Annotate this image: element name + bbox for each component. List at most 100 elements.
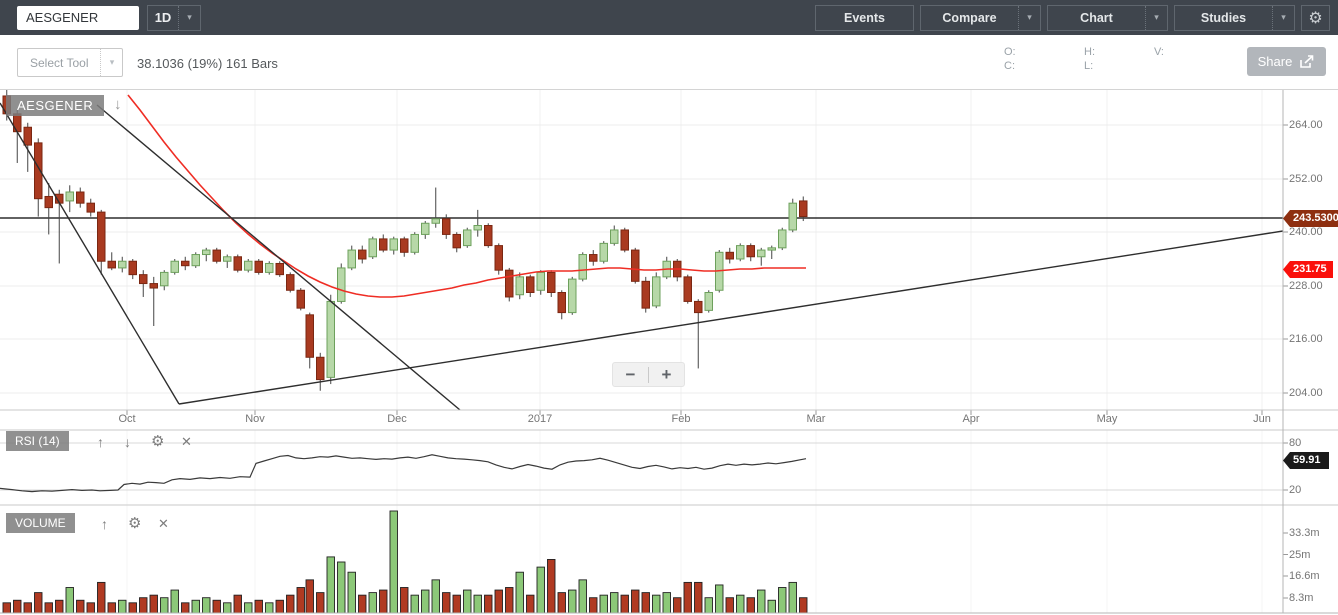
rsi-axis-label: 20 (1289, 484, 1302, 496)
volume-bar-down (683, 581, 692, 614)
move-up-icon[interactable]: ↑ (101, 516, 108, 532)
chart-symbol-badge[interactable]: AESGENER (6, 95, 105, 116)
candle-up (347, 249, 356, 269)
volume-bar-down (34, 592, 43, 614)
volume-bar-down (746, 597, 755, 614)
volume-bar-down (13, 599, 22, 614)
last-price-tag: 243.5300 (1283, 210, 1338, 227)
volume-bar-up (244, 602, 253, 614)
rsi-badge[interactable]: RSI (14) (6, 431, 69, 451)
rsi-settings-gear-icon[interactable]: ⚙ (151, 433, 165, 450)
volume-bar-down (484, 594, 493, 614)
low-label: L: (1084, 60, 1094, 72)
volume-bar-down (181, 602, 190, 614)
volume-bar-down (2, 602, 11, 614)
collapse-arrow-icon[interactable]: ↓ (114, 96, 122, 113)
volume-bar-up (118, 599, 127, 614)
compare-button-group[interactable]: Compare ▾ (920, 4, 1041, 31)
volume-bar-up (599, 594, 608, 614)
gear-icon: ⚙ (1308, 9, 1323, 27)
volume-axis-label: 16.6m (1289, 570, 1320, 582)
volume-axis-label: 8.3m (1289, 592, 1314, 604)
volume-badge[interactable]: VOLUME (6, 513, 75, 533)
candle-down (641, 280, 650, 309)
candle-down (181, 260, 190, 267)
candle-down (139, 274, 148, 285)
chevron-down-icon[interactable]: ▾ (1145, 5, 1167, 30)
volume-bar-up (652, 594, 661, 614)
candle-up (652, 276, 661, 307)
volume-bar-down (149, 594, 158, 614)
candle-up (368, 238, 377, 258)
settings-gear-button[interactable]: ⚙ (1301, 4, 1330, 31)
volume-bar-up (610, 592, 619, 614)
candle-down (34, 142, 43, 200)
timeframe-dropdown[interactable]: 1D ▾ (147, 4, 201, 31)
volume-bar-down (107, 602, 116, 614)
time-axis[interactable] (0, 410, 1283, 430)
candle-up (788, 202, 797, 231)
move-down-icon[interactable]: ↓ (124, 434, 131, 450)
symbol-input[interactable] (17, 5, 139, 30)
candle-down (494, 245, 503, 271)
ma-price-tag: 231.75 (1283, 261, 1333, 278)
candle-down (452, 233, 461, 249)
share-icon (1300, 54, 1314, 68)
candle-down (547, 271, 556, 294)
x-axis-label: May (1096, 413, 1118, 425)
volume-bar-up (191, 599, 200, 614)
volume-bar-down (139, 597, 148, 614)
chevron-down-icon[interactable]: ▾ (1018, 5, 1040, 30)
chevron-down-icon[interactable]: ▾ (100, 49, 122, 76)
volume-bar-up (568, 589, 577, 614)
volume-bar-down (44, 602, 53, 614)
chart-type-button-group[interactable]: Chart ▾ (1047, 4, 1168, 31)
volume-bar-up (170, 589, 179, 614)
candle-up (757, 249, 766, 258)
price-axis-label: 228.00 (1289, 280, 1323, 292)
price-axis-label: 264.00 (1289, 119, 1323, 131)
candle-up (610, 229, 619, 244)
moving-average-line (127, 94, 806, 298)
volume-bar-up (65, 587, 74, 614)
volume-bar-up (463, 589, 472, 614)
candle-down (442, 218, 451, 235)
candle-down (149, 283, 158, 289)
move-up-icon[interactable]: ↑ (97, 434, 104, 450)
zoom-out-button[interactable]: − (625, 365, 636, 384)
candle-up (515, 276, 524, 296)
candle-down (233, 256, 242, 271)
price-axis-label: 252.00 (1289, 173, 1323, 185)
volume-bar-down (694, 581, 703, 614)
volume-bar-up (662, 592, 671, 614)
select-tool-dropdown[interactable]: Select Tool ▾ (17, 48, 124, 77)
volume-bar-down (305, 579, 314, 614)
rsi-close-icon[interactable]: ✕ (181, 434, 192, 449)
events-button[interactable]: Events (815, 4, 914, 31)
studies-button-group[interactable]: Studies ▾ (1174, 4, 1295, 31)
studies-button[interactable]: Studies (1200, 10, 1247, 25)
x-axis-label: Apr (962, 413, 980, 425)
compare-button[interactable]: Compare (942, 10, 997, 25)
chart-type-button[interactable]: Chart (1080, 10, 1113, 25)
volume-settings-gear-icon[interactable]: ⚙ (128, 515, 142, 532)
zoom-in-button[interactable]: + (661, 365, 672, 384)
open-label: O: (1004, 46, 1016, 58)
candle-up (568, 278, 577, 314)
chevron-down-icon[interactable]: ▾ (178, 5, 200, 30)
volume-bar-down (128, 602, 137, 614)
select-tool-label: Select Tool (30, 55, 89, 70)
candle-down (358, 249, 367, 260)
chart-canvas[interactable] (0, 90, 1338, 615)
volume-bar-down (212, 599, 221, 614)
candle-down (107, 260, 116, 269)
volume-bar-down (494, 589, 503, 614)
candle-down (254, 260, 263, 273)
volume-bar-down (233, 594, 242, 614)
share-button[interactable]: Share (1247, 47, 1326, 76)
x-axis-label: Feb (671, 413, 691, 425)
chevron-down-icon[interactable]: ▾ (1272, 5, 1294, 30)
volume-bar-down (589, 597, 598, 614)
candle-up (244, 260, 253, 271)
volume-close-icon[interactable]: ✕ (158, 516, 169, 531)
